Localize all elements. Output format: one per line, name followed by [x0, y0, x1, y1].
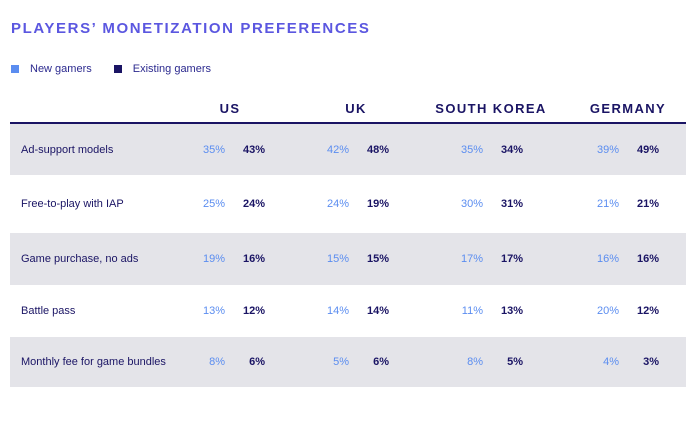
table-row: Monthly fee for game bundles 8% 6% 5% 6% 8% 5%…: [10, 337, 686, 387]
value-existing-gamers: 5%: [507, 356, 523, 368]
column-header-south-korea: SOUTH KOREA: [435, 101, 547, 116]
value-existing-gamers: 19%: [366, 198, 389, 210]
value-existing-gamers: 17%: [500, 253, 523, 265]
value-new-gamers: 35%: [460, 143, 483, 156]
table-row: Game purchase, no ads 19% 16% 15% 15% 17% 17% 1…: [10, 233, 686, 285]
value-existing-gamers: 16%: [242, 253, 265, 265]
value-existing-gamers: 43%: [242, 143, 265, 156]
row-label: Monthly fee for game bundles: [21, 356, 166, 368]
header-divider: [10, 122, 686, 124]
value-existing-gamers: 31%: [500, 198, 523, 210]
table-row: Free-to-play with IAP 25% 24% 24% 19% 30% 31% 2…: [10, 175, 686, 233]
value-new-gamers: 21%: [596, 198, 619, 210]
value-existing-gamers: 34%: [500, 143, 523, 156]
table-row: Ad-support models 35% 43% 42% 48% 35% 34% 39% 49…: [10, 124, 686, 175]
table-row: Battle pass 13% 12% 14% 14% 11% 13% 20% 12%: [10, 285, 686, 337]
value-new-gamers: 8%: [467, 356, 483, 368]
row-label: Battle pass: [21, 305, 76, 317]
value-new-gamers: 25%: [202, 198, 225, 210]
value-new-gamers: 5%: [333, 356, 349, 368]
value-new-gamers: 13%: [202, 305, 225, 317]
legend: New gamers Existing gamers: [11, 63, 233, 75]
value-existing-gamers: 48%: [366, 143, 389, 156]
value-new-gamers: 42%: [326, 143, 349, 156]
row-label: Ad-support models: [21, 143, 114, 156]
value-existing-gamers: 14%: [366, 305, 389, 317]
column-header-germany: GERMANY: [589, 101, 667, 116]
legend-swatch-new: [11, 65, 19, 73]
value-new-gamers: 35%: [202, 143, 225, 156]
value-new-gamers: 30%: [460, 198, 483, 210]
legend-label-new: New gamers: [30, 63, 92, 75]
value-new-gamers: 17%: [460, 253, 483, 265]
row-label: Free-to-play with IAP: [21, 198, 124, 210]
value-new-gamers: 16%: [596, 253, 619, 265]
value-new-gamers: 11%: [461, 305, 483, 317]
column-header-uk: UK: [345, 101, 367, 116]
value-existing-gamers: 3%: [643, 356, 659, 368]
value-existing-gamers: 16%: [636, 253, 659, 265]
value-existing-gamers: 6%: [373, 356, 389, 368]
chart-title: PLAYERS’ MONETIZATION PREFERENCES: [11, 20, 371, 37]
value-new-gamers: 15%: [326, 253, 349, 265]
legend-label-existing: Existing gamers: [132, 63, 212, 75]
row-label: Game purchase, no ads: [21, 253, 139, 265]
value-new-gamers: 4%: [603, 356, 619, 368]
value-new-gamers: 19%: [202, 253, 225, 265]
value-new-gamers: 14%: [326, 305, 349, 317]
value-existing-gamers: 49%: [636, 143, 659, 156]
value-existing-gamers: 6%: [249, 356, 265, 368]
legend-item-existing-gamers: Existing gamers: [113, 63, 212, 75]
value-new-gamers: 20%: [596, 305, 619, 317]
value-existing-gamers: 12%: [242, 305, 265, 317]
value-new-gamers: 8%: [209, 356, 225, 368]
column-header-us: US: [219, 101, 241, 116]
value-existing-gamers: 21%: [636, 198, 659, 210]
value-existing-gamers: 13%: [500, 305, 523, 317]
value-new-gamers: 39%: [596, 143, 619, 156]
legend-swatch-existing: [113, 65, 122, 73]
value-existing-gamers: 15%: [366, 253, 389, 265]
value-existing-gamers: 12%: [636, 305, 659, 317]
value-new-gamers: 24%: [326, 198, 349, 210]
legend-item-new-gamers: New gamers: [11, 63, 92, 75]
value-existing-gamers: 24%: [242, 198, 265, 210]
